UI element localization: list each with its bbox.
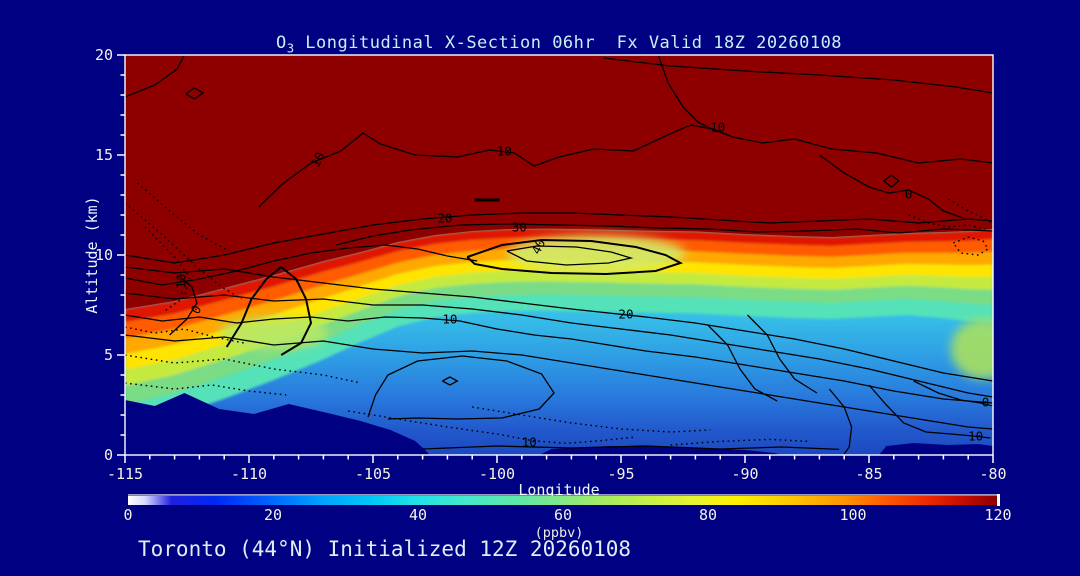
contour-line-solid: [125, 244, 478, 286]
colorbar-top-line: [128, 494, 998, 496]
colorbar-tick-label: 80: [699, 506, 717, 524]
colorbar-tick-label: 60: [554, 506, 572, 524]
contour-line-dotted: [948, 198, 993, 224]
contour-line-solid: [657, 55, 718, 133]
contour-line-solid: [125, 266, 993, 382]
colorbar-tick-label: 20: [264, 506, 282, 524]
contour-line-solid: [335, 223, 993, 246]
colorbar-end-cap: [997, 494, 1000, 506]
x-tick-label: -115: [107, 465, 143, 483]
colorbar-tick-label: 120: [984, 506, 1011, 524]
contour-label: 20: [618, 307, 633, 322]
gradient-band: [125, 259, 993, 370]
contour-line-solid: [466, 238, 684, 276]
plot-title: O3 Longitudinal X-Section 06hr Fx Valid …: [125, 33, 993, 55]
contour-line-solid: [828, 388, 853, 455]
y-tick-label: 5: [104, 346, 113, 364]
contour-label: 0: [982, 395, 990, 410]
y-tick-label: 15: [95, 146, 113, 164]
contour-label: 10: [442, 312, 457, 327]
x-tick-label: -90: [731, 465, 758, 483]
contour-label: 40: [528, 237, 548, 257]
y-tick-label: 10: [95, 246, 113, 264]
contour-line-solid: [883, 174, 900, 188]
contour-line-solid: [125, 314, 993, 404]
y-tick-label: 0: [104, 446, 113, 464]
stratosphere-region: [125, 55, 993, 309]
axis-ticks: [117, 54, 994, 463]
contour-label: 30: [512, 220, 527, 235]
contour-label: 10: [522, 435, 537, 450]
ozone-pocket: [950, 319, 993, 379]
contour-line-solid: [422, 445, 840, 451]
contour-label: -10: [174, 274, 189, 297]
contour-line-solid: [258, 124, 993, 208]
y-tick-label: 20: [95, 46, 113, 64]
contour-line-solid: [367, 355, 555, 420]
contour-line-dotted: [136, 182, 230, 252]
x-tick-label: -85: [855, 465, 882, 483]
contour-line-solid: [603, 57, 993, 94]
contour-lines: [125, 55, 993, 455]
contour-line-dotted: [348, 410, 636, 445]
low-ozone-region: [539, 446, 783, 455]
contour-line-solid: [913, 380, 993, 407]
title-o: O: [275, 33, 287, 53]
contour-label: 0: [905, 187, 913, 202]
contour-line-dotted: [125, 202, 242, 300]
contour-line-solid: [125, 292, 993, 398]
gradient-band: [125, 237, 993, 338]
colorbar-tick-label: 40: [409, 506, 427, 524]
contour-line-solid: [225, 265, 313, 356]
gradient-band: [125, 228, 993, 323]
contour-line-solid: [442, 376, 459, 386]
gradient-band: [125, 248, 993, 354]
x-tick-label: -105: [355, 465, 391, 483]
contour-line-solid: [125, 212, 993, 264]
colorbar: [128, 496, 998, 505]
contour-line-dotted: [472, 406, 711, 433]
contour-line-solid: [125, 334, 993, 430]
colorbar-tick-label: 0: [123, 506, 132, 524]
contour-label: 10: [308, 150, 328, 170]
colorbar-units-label: (ppbv): [534, 525, 584, 541]
contour-line-solid: [747, 314, 818, 394]
contour-line-dotted: [125, 354, 361, 384]
contour-line-solid: [868, 384, 991, 439]
contour-label: 10: [710, 120, 725, 135]
contour-line-solid: [125, 55, 186, 98]
contour-line-solid: [819, 154, 964, 219]
contour-label: 20: [437, 211, 452, 226]
colorbar-tick-label: 100: [839, 506, 866, 524]
low-ozone-region: [878, 443, 993, 455]
contour-label: 10: [497, 144, 512, 159]
x-tick-label: -110: [231, 465, 267, 483]
contour-line-solid: [169, 274, 198, 336]
title-rest: Longitudinal X-Section 06hr Fx Valid 18Z…: [294, 33, 843, 53]
x-tick-label: -80: [979, 465, 1006, 483]
contour-line-solid: [185, 87, 205, 100]
gradient-band: [125, 294, 993, 428]
contour-line-dotted: [908, 214, 986, 230]
contour-line-solid: [506, 245, 634, 266]
title-subscript-3: 3: [286, 41, 295, 56]
contour-line-solid: [707, 324, 778, 402]
contour-line-dotted: [952, 236, 989, 256]
contour-label: 10: [968, 429, 983, 444]
x-tick-label: -95: [607, 465, 634, 483]
low-ozone-region: [125, 393, 430, 455]
footer-text: Toronto (44°N) Initialized 12Z 20260108: [138, 537, 632, 561]
x-tick-label: -100: [479, 465, 515, 483]
